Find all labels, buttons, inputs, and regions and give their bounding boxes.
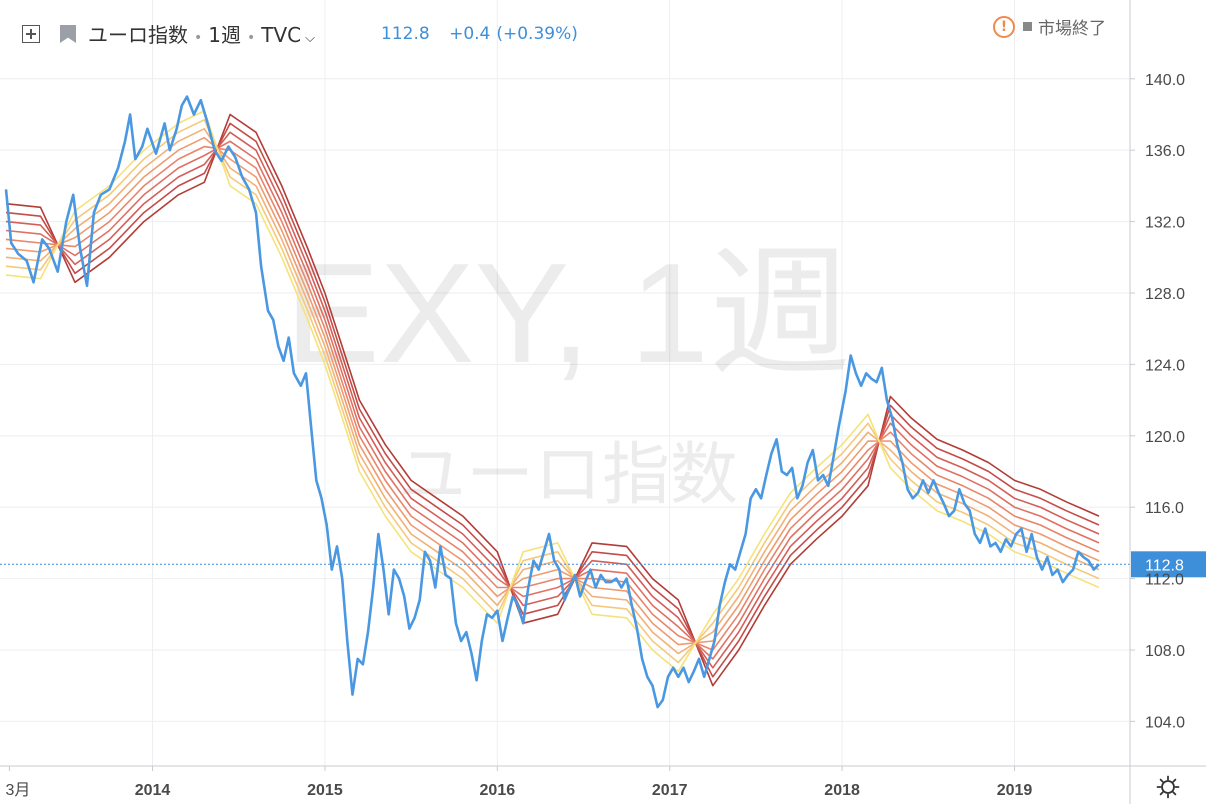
- watermark-line-1: EXY, 1週: [285, 234, 851, 393]
- ma-line-6: [5, 136, 1100, 646]
- ma-line-5: [5, 145, 1100, 651]
- ma-ribbon: [5, 110, 1100, 687]
- x-tick-label: 2014: [135, 782, 171, 799]
- last-price-label: 112.8: [1145, 557, 1184, 574]
- watermark-line-2: ユーロ指数: [398, 436, 738, 515]
- x-tick-label: 2018: [824, 782, 860, 799]
- price-axis: 104.0 108.0 112.0 116.0 120.0 124.0 128.0 132.0…: [1129, 0, 1185, 804]
- y-tick-label: 124.0: [1145, 357, 1185, 374]
- settings-gear-icon[interactable]: [1156, 775, 1180, 799]
- price-change-percent: (+0.39%): [496, 24, 578, 44]
- y-tick-label: 136.0: [1145, 143, 1185, 160]
- warning-icon: !: [993, 15, 1015, 38]
- last-price-line-group: 112.8: [0, 551, 1206, 578]
- price-line-group: [4, 95, 1100, 709]
- y-tick-label: 128.0: [1145, 286, 1185, 303]
- source-label: TVC: [261, 23, 302, 47]
- y-tick-label: 112.0: [1145, 572, 1184, 589]
- y-tick-label: 140.0: [1145, 72, 1185, 89]
- x-tick-label: 3月: [5, 782, 30, 799]
- expand-icon[interactable]: [22, 25, 40, 43]
- symbol-flag-icon: [60, 25, 76, 43]
- y-tick-label: 116.0: [1145, 500, 1184, 517]
- y-tick-label: 132.0: [1145, 215, 1185, 232]
- symbol-info[interactable]: ユーロ指数 • 1週 • TVC ⌵: [88, 23, 315, 47]
- market-status[interactable]: ! 市場終了: [993, 14, 1106, 39]
- symbol-watermark: EXY, 1週 ユーロ指数: [285, 234, 851, 515]
- y-tick-label: 108.0: [1145, 643, 1185, 660]
- ma-line-2: [5, 122, 1100, 678]
- x-tick-label: 2017: [652, 782, 688, 799]
- ma-line-7: [5, 128, 1100, 655]
- time-axis: 3月 2014 2015 2016 2017 2018 2019: [0, 765, 1206, 799]
- last-price: 112.8: [381, 24, 430, 44]
- price-line: [4, 95, 1100, 709]
- quote-values: 112.8 +0.4 (+0.39%): [381, 24, 592, 44]
- ma-line-4: [5, 140, 1100, 660]
- x-tick-label: 2019: [997, 782, 1033, 799]
- last-price-label-bg: [1131, 551, 1206, 578]
- x-tick-label: 2016: [480, 782, 516, 799]
- status-square-icon: [1023, 22, 1032, 31]
- interval-label: 1週: [208, 23, 241, 47]
- ma-line-1: [5, 113, 1100, 687]
- y-tick-label: 120.0: [1145, 429, 1185, 446]
- market-status-label: 市場終了: [1038, 19, 1106, 39]
- x-tick-label: 2015: [307, 782, 343, 799]
- y-tick-label: 104.0: [1145, 714, 1185, 731]
- symbol-name: ユーロ指数: [88, 23, 188, 47]
- price-change: +0.4: [449, 24, 491, 44]
- chevron-down-icon[interactable]: ⌵: [305, 31, 315, 46]
- ma-line-3: [5, 131, 1100, 669]
